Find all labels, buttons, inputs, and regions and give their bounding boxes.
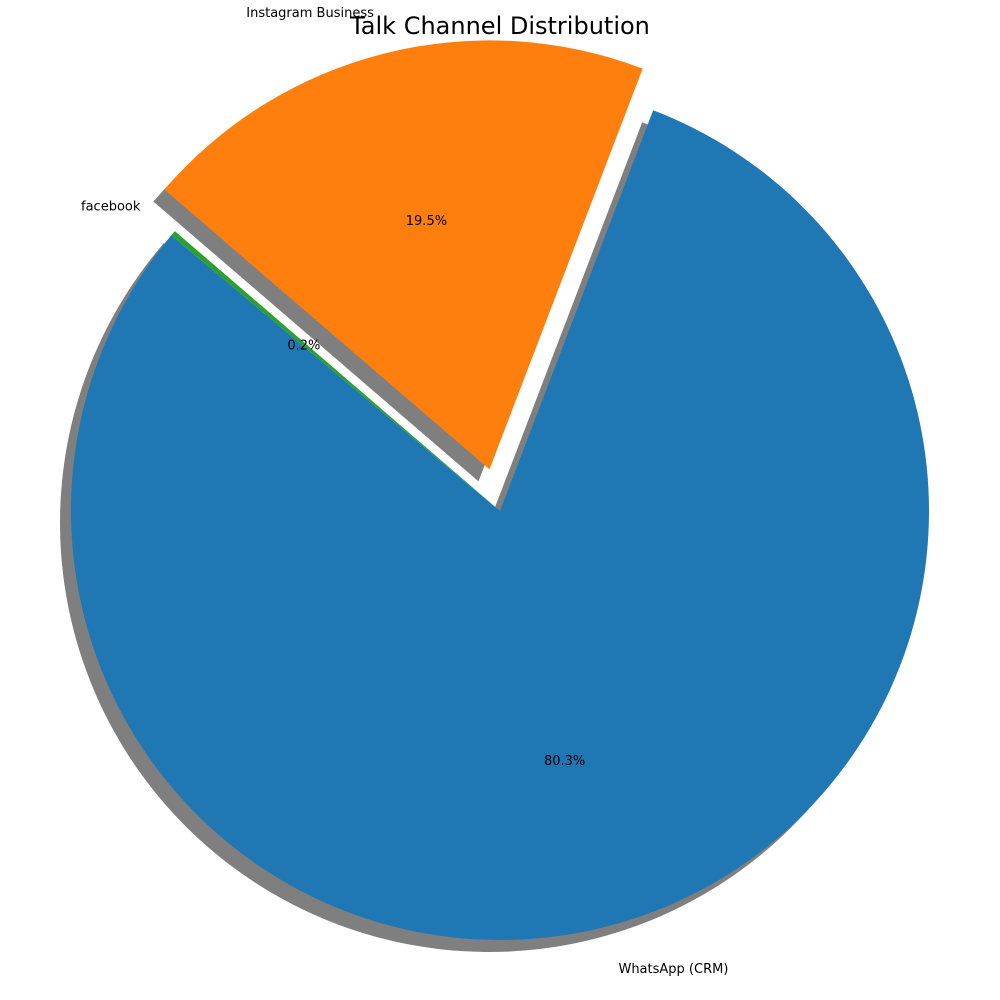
slice-label-whatsapp-crm: WhatsApp (CRM): [618, 962, 728, 977]
slice-percent-instagram-business: 19.5%: [406, 214, 447, 229]
pie-slice-instagram-business: [164, 40, 643, 470]
slices: [70, 40, 929, 940]
slice-percent-whatsapp-crm: 80.3%: [544, 754, 585, 769]
pie-slice-facebook: [171, 231, 500, 511]
slice-labels: 80.3% WhatsApp (CRM) 19.5% Instagram Busine…: [81, 6, 728, 977]
slice-label-instagram-business: Instagram Business: [246, 6, 374, 21]
slice-label-facebook: facebook: [81, 199, 141, 214]
chart-title: Talk Channel Distribution: [349, 12, 650, 40]
pie-slice-whatsapp-crm: [70, 110, 929, 940]
slice-percent-facebook: 0.2%: [287, 338, 320, 353]
